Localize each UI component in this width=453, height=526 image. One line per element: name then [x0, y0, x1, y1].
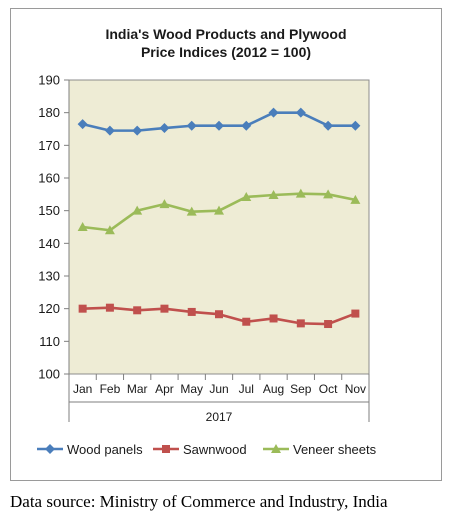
- x-tick-label: Oct: [319, 382, 338, 396]
- data-point: [215, 310, 223, 319]
- legend: Wood panels Sawnwood Veneer sheets: [37, 442, 377, 457]
- legend-label: Veneer sheets: [293, 442, 377, 457]
- legend-item: Sawnwood: [153, 442, 247, 457]
- data-point: [104, 125, 115, 136]
- data-point: [324, 320, 333, 329]
- x-tick-label: May: [180, 382, 203, 396]
- y-tick-label: 130: [38, 269, 60, 284]
- legend-label: Sawnwood: [183, 442, 247, 457]
- x-tick-label: Sep: [290, 382, 312, 396]
- x-tick-label: Mar: [127, 382, 148, 396]
- y-tick-label: 140: [38, 236, 60, 251]
- y-tick-label: 150: [38, 203, 60, 218]
- x-tick-label: Nov: [345, 382, 366, 396]
- y-tick-label: 170: [38, 138, 60, 153]
- x-tick-label: Feb: [100, 382, 121, 396]
- data-point: [186, 120, 197, 131]
- data-point: [269, 314, 278, 323]
- y-tick-label: 110: [39, 334, 60, 349]
- series-2: [77, 188, 361, 235]
- chart: India's Wood Products and Plywood Price …: [37, 26, 377, 457]
- x-axis: Jan Feb Mar Apr May Jun Jul Aug Sep Oct Nov: [68, 374, 370, 422]
- data-point: [77, 222, 88, 231]
- data-point: [351, 309, 360, 318]
- x-tick-label: Jul: [239, 382, 254, 396]
- data-point: [132, 125, 143, 136]
- data-point: [295, 107, 306, 118]
- legend-label: Wood panels: [67, 442, 143, 457]
- x-tick-label: Apr: [155, 382, 174, 396]
- data-point: [350, 120, 361, 131]
- data-point: [241, 191, 252, 201]
- series-0: [77, 107, 361, 136]
- chart-frame: India's Wood Products and Plywood Price …: [10, 8, 442, 481]
- y-tick-label: 100: [38, 367, 60, 382]
- y-tick-label: 120: [38, 301, 60, 316]
- data-point: [133, 306, 142, 315]
- chart-title-line-1: India's Wood Products and Plywood: [105, 26, 346, 42]
- series-1: [78, 303, 360, 329]
- data-point: [214, 120, 224, 131]
- data-point: [187, 307, 196, 316]
- legend-swatch-marker: [271, 444, 281, 453]
- legend-swatch-marker: [45, 444, 55, 454]
- data-point: [295, 188, 306, 198]
- data-point: [323, 189, 334, 199]
- x-group-label: 2017: [206, 410, 233, 424]
- y-tick-label: 160: [38, 171, 60, 186]
- legend-swatch-marker: [162, 445, 170, 453]
- data-point: [241, 120, 252, 131]
- data-point: [77, 119, 88, 130]
- data-point: [268, 107, 279, 118]
- legend-item: Wood panels: [37, 442, 143, 457]
- y-tick-label: 180: [38, 105, 60, 120]
- data-point: [159, 123, 170, 134]
- data-point: [104, 225, 115, 235]
- data-point: [214, 205, 224, 215]
- data-point: [242, 317, 251, 326]
- data-point: [132, 205, 143, 215]
- y-tick-label: 190: [38, 73, 60, 88]
- data-point: [350, 194, 361, 204]
- data-source-note: Data source: Ministry of Commerce and In…: [10, 492, 388, 511]
- data-point: [323, 120, 334, 131]
- data-point: [296, 319, 305, 328]
- data-point: [186, 206, 197, 216]
- x-tick-label: Jun: [209, 382, 228, 396]
- data-point: [105, 303, 114, 312]
- data-point: [160, 304, 169, 313]
- x-tick-label: Aug: [263, 382, 284, 396]
- data-point: [268, 189, 279, 199]
- y-axis: 100 110 120 130 140 150 160 170 180 190: [38, 73, 70, 382]
- data-point: [78, 304, 87, 313]
- legend-item: Veneer sheets: [263, 442, 377, 457]
- series-layer: [77, 107, 361, 329]
- chart-title-line-2: Price Indices (2012 = 100): [141, 44, 311, 60]
- x-tick-label: Jan: [73, 382, 92, 396]
- data-point: [159, 199, 170, 209]
